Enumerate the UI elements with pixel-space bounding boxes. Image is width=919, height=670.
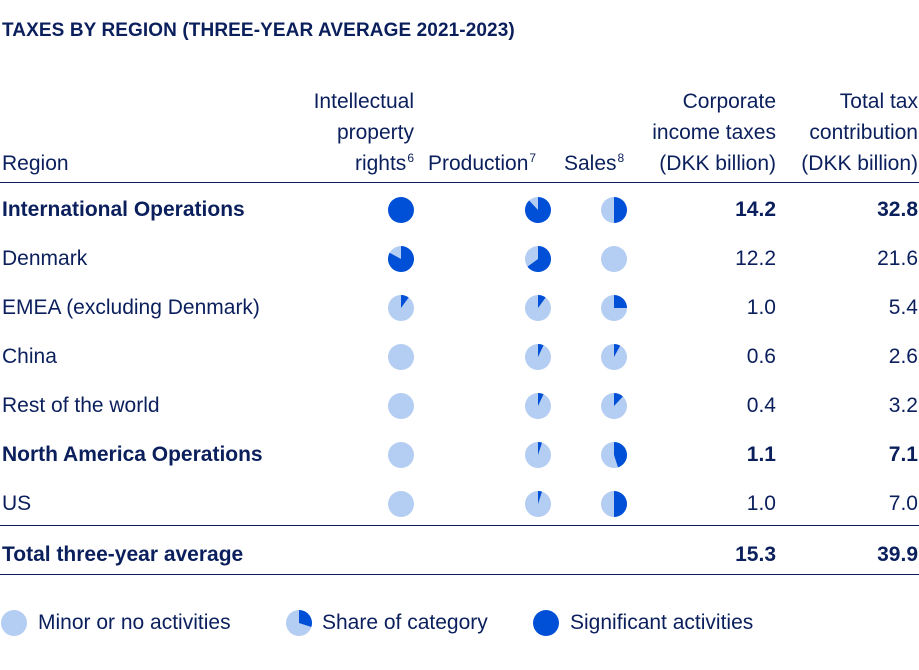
total-label: Total three-year average <box>2 543 244 566</box>
legend-significant-icon <box>533 610 559 636</box>
header-cit-line1: Corporate <box>682 90 776 113</box>
header-ip-line2: property <box>336 121 414 144</box>
sales-pie-icon-rest-of-the-world <box>601 393 627 419</box>
production-pie-icon-rest-of-the-world <box>525 393 551 419</box>
ip-pie-icon-international-operations <box>388 197 414 223</box>
total-corporate-income-taxes: 15.3 <box>735 543 776 566</box>
header-ip-text: rights <box>354 152 407 175</box>
ip-pie-icon-china <box>388 344 414 370</box>
production-pie-icon-us <box>525 491 551 517</box>
sales-pie-icon-international-operations <box>601 197 627 223</box>
row-corporate-income-taxes-emea-excluding-denmark: 1.0 <box>746 296 776 319</box>
header-rule <box>0 182 919 183</box>
row-corporate-income-taxes-north-america-operations: 1.1 <box>746 443 776 466</box>
sales-pie-icon-us <box>601 491 627 517</box>
row-corporate-income-taxes-international-operations: 14.2 <box>735 198 776 221</box>
row-total-tax-contribution-china: 2.6 <box>888 345 918 368</box>
legend-significant-label: Significant activities <box>570 611 754 634</box>
row-region-us: US <box>2 492 32 515</box>
ip-pie-icon-denmark <box>388 246 415 272</box>
production-pie-icon-international-operations <box>524 197 551 223</box>
header-ttc-line2: contribution <box>809 121 918 144</box>
row-corporate-income-taxes-china: 0.6 <box>746 345 776 368</box>
header-sales: Sales8 <box>564 148 624 179</box>
ip-pie-icon-north-america-operations <box>388 442 414 468</box>
ip-pie-icon-us <box>388 491 414 517</box>
footnote-8: 8 <box>617 151 625 165</box>
row-total-tax-contribution-emea-excluding-denmark: 5.4 <box>888 296 918 319</box>
sales-pie-icon-north-america-operations <box>601 442 627 468</box>
row-total-tax-contribution-rest-of-the-world: 3.2 <box>888 394 918 417</box>
sales-pie-icon-denmark <box>601 246 627 272</box>
production-pie-icon-emea-excluding-denmark <box>525 295 551 321</box>
row-corporate-income-taxes-denmark: 12.2 <box>735 247 776 270</box>
sales-pie-icon-china <box>601 344 627 370</box>
row-total-tax-contribution-us: 7.0 <box>888 492 918 515</box>
ip-pie-icon-emea-excluding-denmark <box>388 295 414 321</box>
row-region-north-america-operations: North America Operations <box>2 443 263 466</box>
header-ip-line3: rights6 <box>314 148 414 179</box>
row-region-emea-excluding-denmark: EMEA (excluding Denmark) <box>2 296 260 319</box>
production-pie-icon-north-america-operations <box>525 442 551 468</box>
total-rule-bottom <box>0 574 919 575</box>
footnote-6: 6 <box>407 151 414 165</box>
header-production: Production7 <box>428 148 536 179</box>
header-production-text: Production <box>428 152 529 175</box>
ip-pie-icon-rest-of-the-world <box>388 393 414 419</box>
header-ttc-line1: Total tax <box>839 90 918 113</box>
legend-minor-label: Minor or no activities <box>38 611 231 634</box>
production-pie-icon-china <box>525 344 551 370</box>
total-rule-top <box>0 525 919 526</box>
row-region-international-operations: International Operations <box>2 198 245 221</box>
row-region-china: China <box>2 345 57 368</box>
header-cit-line2: income taxes <box>652 121 776 144</box>
header-cit-line3: (DKK billion) <box>659 152 776 175</box>
header-total-tax-contribution: Total tax contribution (DKK billion) <box>801 86 918 179</box>
row-total-tax-contribution-north-america-operations: 7.1 <box>888 443 918 466</box>
footnote-7: 7 <box>529 151 537 165</box>
row-corporate-income-taxes-us: 1.0 <box>746 492 776 515</box>
header-ip-rights: Intellectual property rights6 <box>314 86 414 179</box>
header-region: Region <box>2 152 69 175</box>
header-corporate-income-taxes: Corporate income taxes (DKK billion) <box>652 86 776 179</box>
production-pie-icon-denmark <box>525 246 551 272</box>
row-total-tax-contribution-international-operations: 32.8 <box>877 198 918 221</box>
legend-share-label: Share of category <box>322 611 488 634</box>
header-ttc-line3: (DKK billion) <box>801 152 918 175</box>
sales-pie-icon-emea-excluding-denmark <box>601 295 627 321</box>
row-region-denmark: Denmark <box>2 247 88 270</box>
total-tax-contribution: 39.9 <box>877 543 918 566</box>
table-title: TAXES BY REGION (THREE-YEAR AVERAGE 2021… <box>2 20 515 41</box>
legend-share-icon <box>286 610 312 636</box>
row-region-rest-of-the-world: Rest of the world <box>2 394 160 417</box>
legend-minor-icon <box>1 610 27 636</box>
row-corporate-income-taxes-rest-of-the-world: 0.4 <box>746 394 776 417</box>
row-total-tax-contribution-denmark: 21.6 <box>877 247 918 270</box>
header-sales-text: Sales <box>564 152 617 175</box>
header-ip-line1: Intellectual <box>313 90 414 113</box>
